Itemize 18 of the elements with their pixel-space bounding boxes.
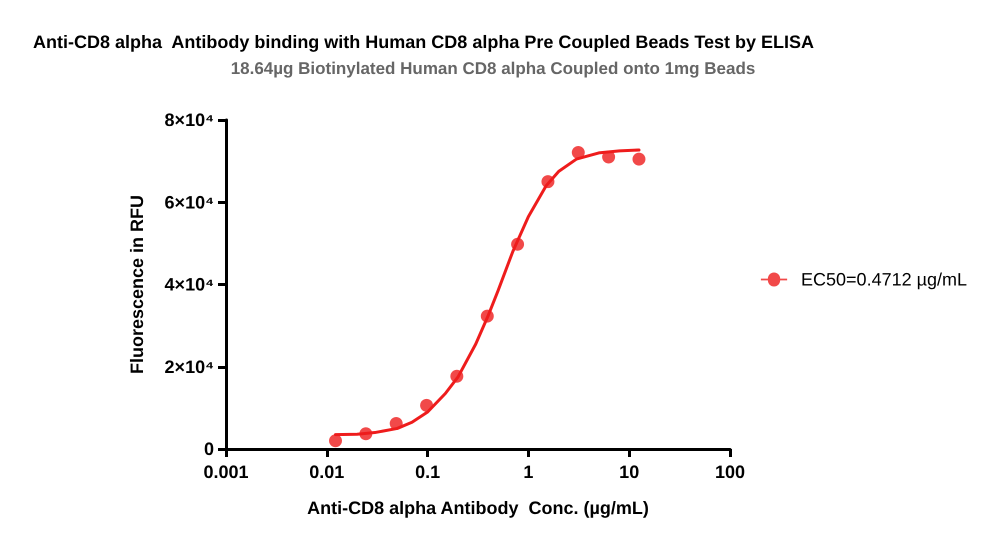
x-tick-label: 0.001 [203, 462, 249, 482]
x-tick-label: 10 [619, 462, 640, 482]
y-tick-label: 8×10⁴ [164, 110, 214, 130]
x-axis-title: Anti-CD8 alpha Antibody Conc. (µg/mL) [307, 498, 649, 518]
y-tick-label: 2×10⁴ [164, 356, 214, 377]
x-tick-label: 0.1 [415, 462, 440, 482]
y-tick-label: 4×10⁴ [164, 274, 214, 294]
x-tick-label: 100 [714, 462, 746, 482]
x-tick-label: 1 [523, 462, 534, 482]
y-tick-label: 0 [204, 439, 214, 459]
y-axis-title: Fluorescence in RFU [127, 194, 147, 374]
point [632, 152, 646, 166]
chart-title: Anti-CD8 alpha Antibody binding with Human CD8 alpha Pre Coupled Beads Test by ELISA [33, 32, 814, 52]
legend-label: EC50=0.4712 µg/mL [801, 270, 968, 290]
point [329, 434, 342, 448]
chart-subtitle: 18.64µg Biotinylated Human CD8 alpha Coupled onto 1mg Beads [230, 59, 756, 78]
y-tick-label: 6×10⁴ [164, 192, 214, 212]
x-tick-label: 0.01 [309, 462, 344, 482]
